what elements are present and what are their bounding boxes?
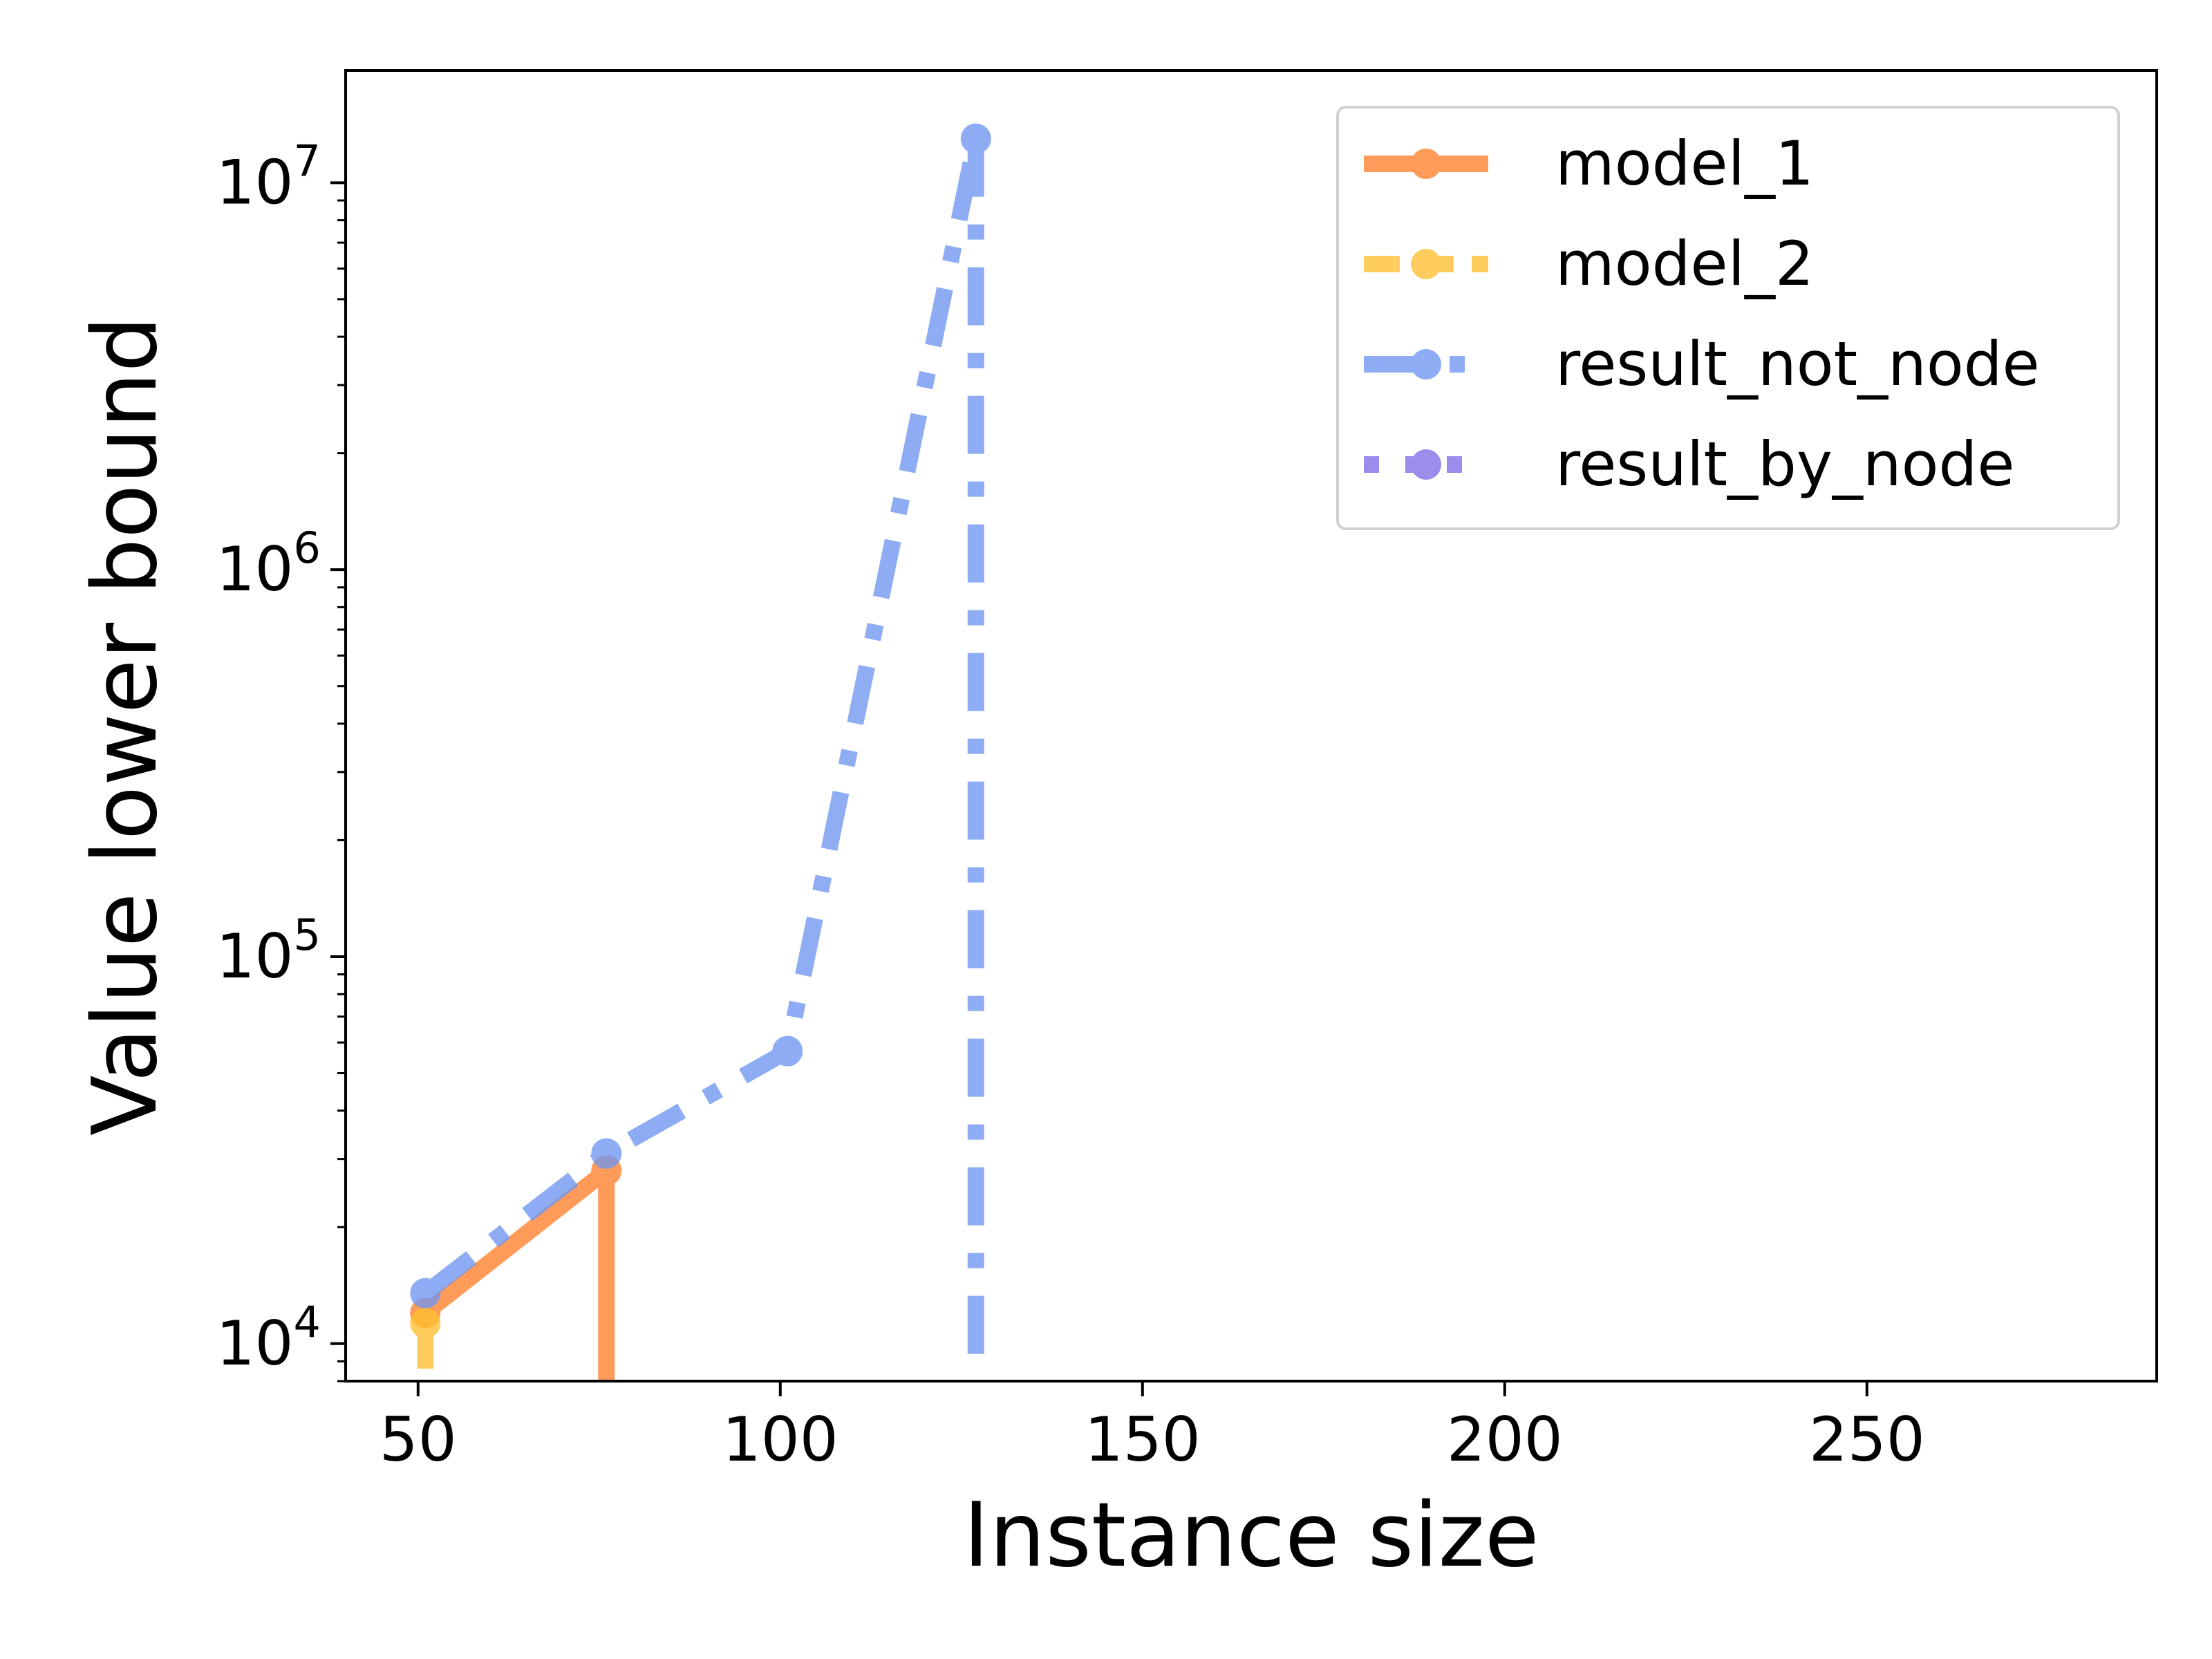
legend-box <box>1336 106 2120 530</box>
legend-swatch <box>1364 449 1488 480</box>
y-tick-label: 104 <box>216 1297 321 1379</box>
data-point <box>410 1308 441 1339</box>
series-line <box>420 137 984 1300</box>
legend-swatch <box>1364 349 1488 379</box>
legend-entry: result_not_node <box>1364 328 2040 400</box>
legend-swatch <box>1364 149 1488 179</box>
data-point <box>410 1277 441 1309</box>
x-tick-label: 200 <box>1447 1404 1563 1475</box>
series-line <box>420 1163 612 1320</box>
legend: model_1 model_2 result_not_node result_by_n… <box>1336 106 2120 530</box>
y-tick-label: 106 <box>216 523 321 605</box>
legend-label: model_1 <box>1555 128 1814 199</box>
data-point <box>591 1138 622 1169</box>
legend-marker <box>1411 149 1441 179</box>
data-point <box>960 123 991 154</box>
legend-marker <box>1411 249 1441 279</box>
legend-label: result_not_node <box>1555 328 2040 400</box>
legend-entry: model_2 <box>1364 228 1814 299</box>
x-tick-label: 50 <box>379 1404 457 1475</box>
series-model_2 <box>410 1308 441 1381</box>
legend-marker <box>1411 449 1441 480</box>
legend-label: model_2 <box>1555 228 1814 299</box>
y-axis-title: Value lower bound <box>74 316 177 1136</box>
legend-marker <box>1411 349 1441 379</box>
series-result_not_node <box>410 123 991 1381</box>
x-tick-label: 100 <box>722 1404 838 1475</box>
y-tick-label: 107 <box>216 135 321 218</box>
x-tick-label: 150 <box>1085 1404 1201 1475</box>
plot-area-frame <box>344 69 2158 1382</box>
x-axis-title: Instance size <box>963 1484 1539 1587</box>
legend-label: result_by_node <box>1555 429 2015 500</box>
legend-swatch <box>1364 249 1488 279</box>
axis-ticks: 50 100 150 200 250 104 105 106 107 <box>216 135 1925 1475</box>
legend-entry: result_by_node <box>1364 429 2015 500</box>
y-tick-label: 105 <box>216 910 321 992</box>
series-layer <box>410 123 991 1381</box>
legend-entry: model_1 <box>1364 128 1814 199</box>
x-tick-label: 250 <box>1809 1404 1925 1475</box>
data-point <box>772 1035 803 1067</box>
